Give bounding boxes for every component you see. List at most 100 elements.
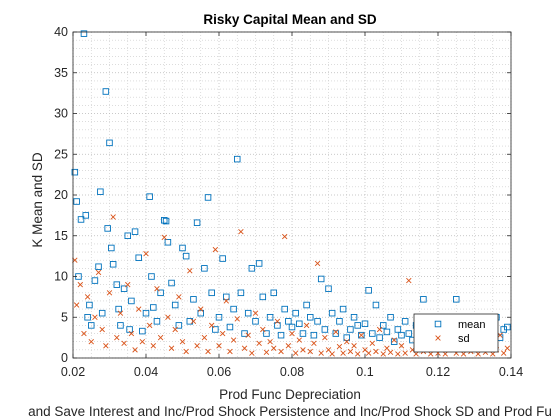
- mean-point: [237, 289, 245, 297]
- sd-point: [314, 260, 321, 267]
- sd-point: [380, 351, 386, 357]
- mean-point: [201, 265, 208, 272]
- sd-point: [125, 281, 131, 288]
- y-tick-label: 40: [54, 25, 68, 39]
- sd-point: [154, 286, 160, 292]
- mean-point: [71, 168, 79, 176]
- mean-point: [97, 188, 104, 195]
- sd-point: [271, 345, 277, 351]
- sd-point: [223, 298, 230, 304]
- sd-point: [73, 302, 80, 308]
- mean-point: [208, 289, 215, 297]
- mean-point: [347, 326, 354, 333]
- mean-point: [296, 320, 303, 328]
- sd-point: [139, 338, 146, 345]
- y-tick-label: 10: [54, 270, 68, 284]
- mean-point: [325, 285, 332, 292]
- sd-point: [205, 348, 211, 355]
- mean-point: [365, 287, 372, 294]
- sd-point: [183, 348, 189, 355]
- y-tick-label: 25: [54, 147, 68, 161]
- mean-point: [307, 314, 314, 321]
- mean-point: [106, 139, 113, 147]
- mean-point: [453, 296, 460, 303]
- mean-point: [82, 212, 90, 219]
- sd-point: [208, 322, 215, 329]
- mean-point: [168, 279, 175, 287]
- mean-point: [398, 331, 405, 339]
- y-tick-label: 0: [61, 351, 68, 365]
- mean-point: [255, 260, 263, 267]
- mean-point: [135, 254, 142, 262]
- mean-point: [310, 331, 318, 339]
- sd-point: [187, 268, 193, 274]
- sd-point: [358, 332, 365, 338]
- y-axis-label: K Mean and SD: [30, 152, 45, 248]
- mean-point: [361, 320, 369, 328]
- sd-point: [249, 350, 255, 356]
- mean-point: [252, 318, 259, 325]
- mean-point: [104, 225, 111, 232]
- mean-point: [259, 293, 267, 301]
- y-tick-label: 35: [54, 66, 68, 80]
- mean-point: [376, 334, 383, 341]
- mean-point: [332, 330, 340, 337]
- mean-point: [186, 318, 194, 325]
- sd-point: [77, 281, 84, 288]
- sd-point: [128, 330, 135, 337]
- sd-point: [281, 233, 288, 240]
- mean-point: [223, 293, 230, 301]
- mean-point: [142, 309, 150, 317]
- mean-point: [150, 304, 157, 311]
- sd-point: [216, 343, 222, 349]
- sd-point: [95, 269, 102, 276]
- x-tick-label: 0.08: [280, 365, 304, 379]
- sd-point: [369, 340, 376, 347]
- sd-point: [406, 277, 412, 284]
- sd-point: [347, 348, 354, 355]
- mean-point: [91, 277, 99, 284]
- mean-point: [230, 305, 237, 313]
- mean-point: [401, 318, 409, 325]
- mean-point: [175, 322, 183, 329]
- mean-point: [113, 281, 121, 288]
- sd-point: [263, 349, 270, 356]
- sd-point: [354, 351, 361, 357]
- sd-point: [344, 338, 350, 345]
- sd-point: [256, 340, 262, 347]
- sd-point: [278, 348, 284, 355]
- mean-point: [314, 318, 321, 325]
- mean-point: [128, 297, 135, 305]
- legend-marker-mean: [434, 320, 442, 328]
- legend: mean sd: [413, 313, 499, 353]
- mean-point: [420, 296, 427, 303]
- mean-point: [317, 275, 325, 283]
- mean-point: [504, 323, 511, 331]
- mean-point: [354, 322, 361, 329]
- grid: [72, 31, 512, 359]
- sd-point: [121, 340, 127, 347]
- sd-point: [117, 310, 124, 316]
- mean-point: [387, 314, 394, 321]
- mean-point: [339, 305, 347, 313]
- mean-point: [281, 305, 288, 313]
- sd-point: [81, 330, 87, 337]
- sd-point: [292, 350, 299, 356]
- y-tick-label: 5: [61, 310, 68, 324]
- x-tick-label: 0.04: [134, 365, 158, 379]
- sd-point: [311, 340, 317, 347]
- mean-point: [87, 322, 95, 329]
- sd-point: [365, 350, 372, 356]
- mean-point: [146, 193, 153, 200]
- mean-point: [204, 194, 212, 201]
- sd-point: [219, 330, 226, 337]
- mean-point: [336, 318, 343, 325]
- sd-point: [99, 326, 105, 333]
- sd-point: [504, 345, 511, 351]
- sd-point: [402, 350, 408, 356]
- mean-point: [98, 309, 106, 317]
- sd-point: [376, 326, 383, 333]
- sd-point: [285, 343, 292, 349]
- mean-point: [244, 309, 252, 317]
